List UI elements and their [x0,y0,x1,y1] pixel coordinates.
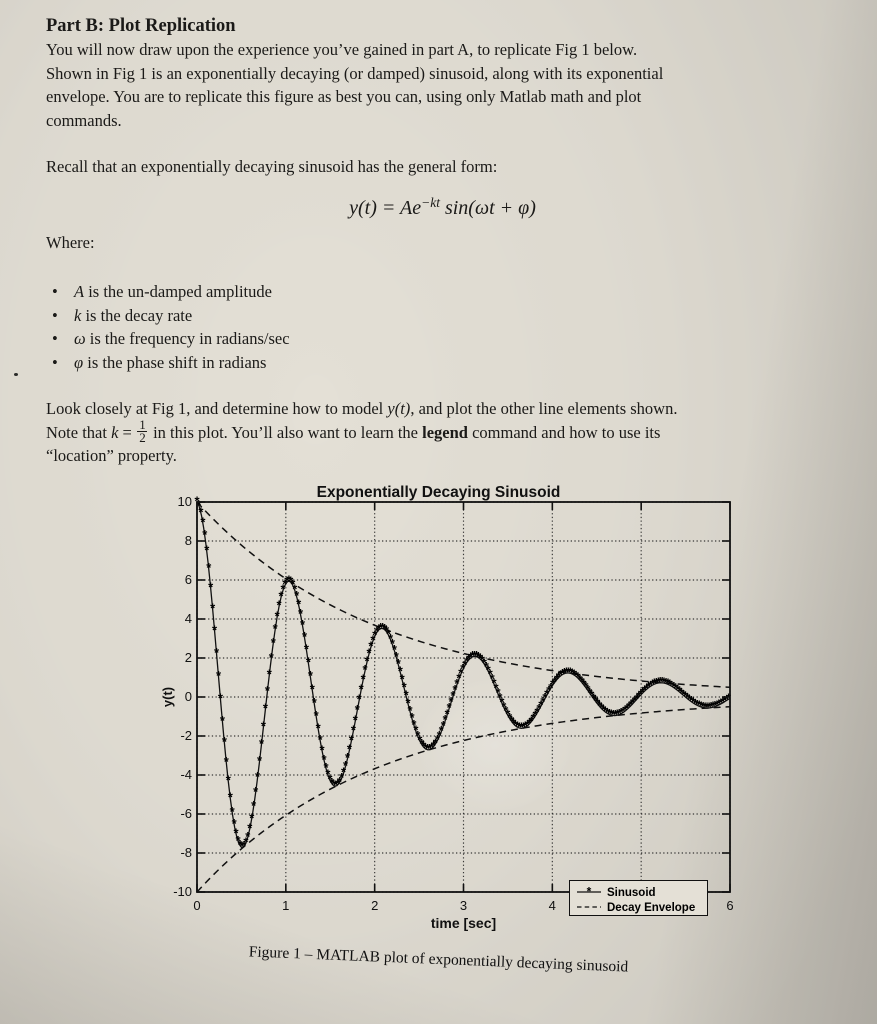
svg-text:Decay Envelope: Decay Envelope [607,902,695,914]
svg-text:Sinusoid: Sinusoid [607,887,656,899]
svg-text:*: * [586,885,591,899]
